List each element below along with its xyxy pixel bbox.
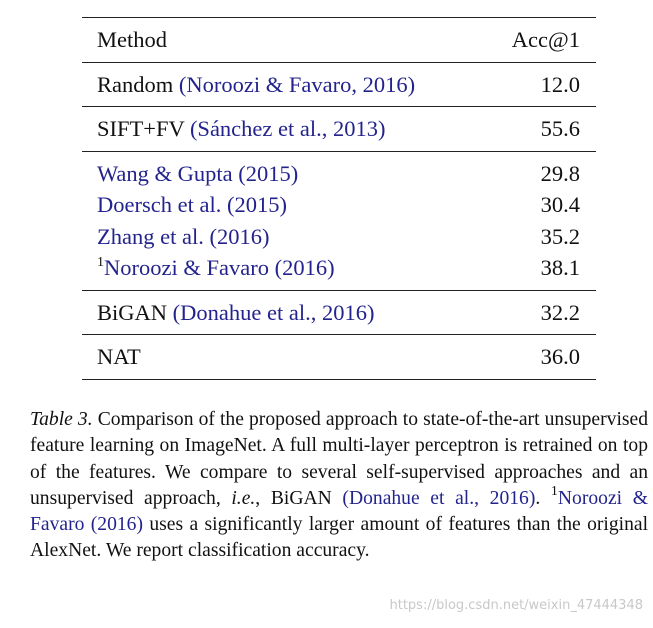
citation: Doersch et al. (2015) (97, 192, 287, 217)
table-row: Random (Noroozi & Favaro, 2016) 12.0 (82, 69, 596, 101)
caption-text: uses a significantly larger amount of fe… (30, 514, 649, 562)
rule (82, 61, 596, 63)
row-group: Wang & Gupta (2015) 29.8 Doersch et al. (2… (82, 152, 596, 290)
header-cell: Method (97, 27, 167, 52)
citation: (Noroozi & Favaro, 2016) (178, 71, 416, 97)
table-row: Doersch et al. (2015) 30.4 (82, 189, 596, 221)
citation: Wang & Gupta (2015) (97, 160, 299, 186)
top-rule (82, 17, 596, 18)
rule (82, 106, 596, 107)
citation: Zhang et al. (2016) (97, 223, 270, 249)
table-row: Zhang et al. (2016) 35.2 (82, 221, 596, 253)
caption-text: . (535, 487, 551, 509)
results-table: Method Acc@1 Random (Noroozi & Favaro, 2… (82, 17, 596, 380)
accuracy-cell: 38.1 (540, 255, 580, 280)
accuracy-cell: 29.8 (540, 160, 580, 186)
method-cell: 1Noroozi & Favaro (2016) (97, 252, 335, 284)
watermark: https://blog.csdn.net/weixin_47444348 (389, 598, 643, 613)
table-row: Wang & Gupta (2015) 29.8 (82, 158, 596, 190)
caption: Table 3. Comparison of the proposed appr… (30, 407, 648, 565)
method-name: SIFT+FV (97, 116, 185, 141)
header-row-group: Method Acc@1 (82, 18, 596, 62)
table-row: 1Noroozi & Favaro (2016) 38.1 (82, 252, 596, 284)
accuracy-cell: 32.2 (540, 299, 580, 325)
method-cell: BiGAN (Donahue et al., 2016) (97, 297, 374, 329)
method-cell: Zhang et al. (2016) (97, 221, 269, 253)
header-cell: Acc@1 (511, 27, 580, 52)
method-cell: SIFT+FV (Sánchez et al., 2013) (97, 113, 385, 145)
method-cell: Random (Noroozi & Favaro, 2016) (97, 69, 415, 101)
rule (82, 289, 596, 291)
method-name: BiGAN (97, 299, 168, 325)
row-group: SIFT+FV (Sánchez et al., 2013) 55.6 (82, 107, 596, 151)
method-name: NAT (97, 344, 141, 369)
table-row: BiGAN (Donahue et al., 2016) 32.2 (82, 297, 596, 329)
footnote-mark: 1 (550, 483, 558, 499)
rule (82, 334, 596, 335)
citation: (Donahue et al., 2016) (172, 299, 375, 325)
citation: (Donahue et al., 2016) (342, 487, 536, 509)
table-body: Random (Noroozi & Favaro, 2016) 12.0 SIFT+… (82, 61, 596, 380)
row-group: NAT 36.0 (82, 335, 596, 379)
table-row: SIFT+FV (Sánchez et al., 2013) 55.6 (82, 113, 596, 145)
citation: Noroozi & Favaro (2016) (104, 255, 335, 280)
bottom-rule (82, 378, 596, 380)
caption-text: , BiGAN (255, 487, 343, 509)
caption-italic: i.e. (231, 487, 256, 509)
footnote-mark: 1 (97, 255, 104, 270)
citation: (Sánchez et al., 2013) (189, 116, 386, 141)
rule (82, 150, 596, 152)
caption-italic: Table 3. (30, 409, 93, 430)
citation: Noroozi & Favaro (2016) (30, 487, 648, 536)
row-group: Random (Noroozi & Favaro, 2016) 12.0 (82, 63, 596, 107)
accuracy-cell: 30.4 (540, 192, 580, 217)
accuracy-cell: 36.0 (540, 344, 580, 369)
caption-text: Comparison of the proposed approach to s… (30, 409, 649, 509)
accuracy-cell: 35.2 (540, 223, 580, 249)
method-cell: NAT (97, 341, 141, 373)
method-cell: Wang & Gupta (2015) (97, 158, 298, 190)
accuracy-cell: 55.6 (540, 116, 580, 141)
method-cell: Doersch et al. (2015) (97, 189, 287, 221)
table-row: NAT 36.0 (82, 341, 596, 373)
row-group: BiGAN (Donahue et al., 2016) 32.2 (82, 291, 596, 335)
accuracy-cell: 12.0 (540, 71, 580, 97)
header-row: Method Acc@1 (82, 24, 596, 56)
method-name: Random (97, 71, 174, 97)
